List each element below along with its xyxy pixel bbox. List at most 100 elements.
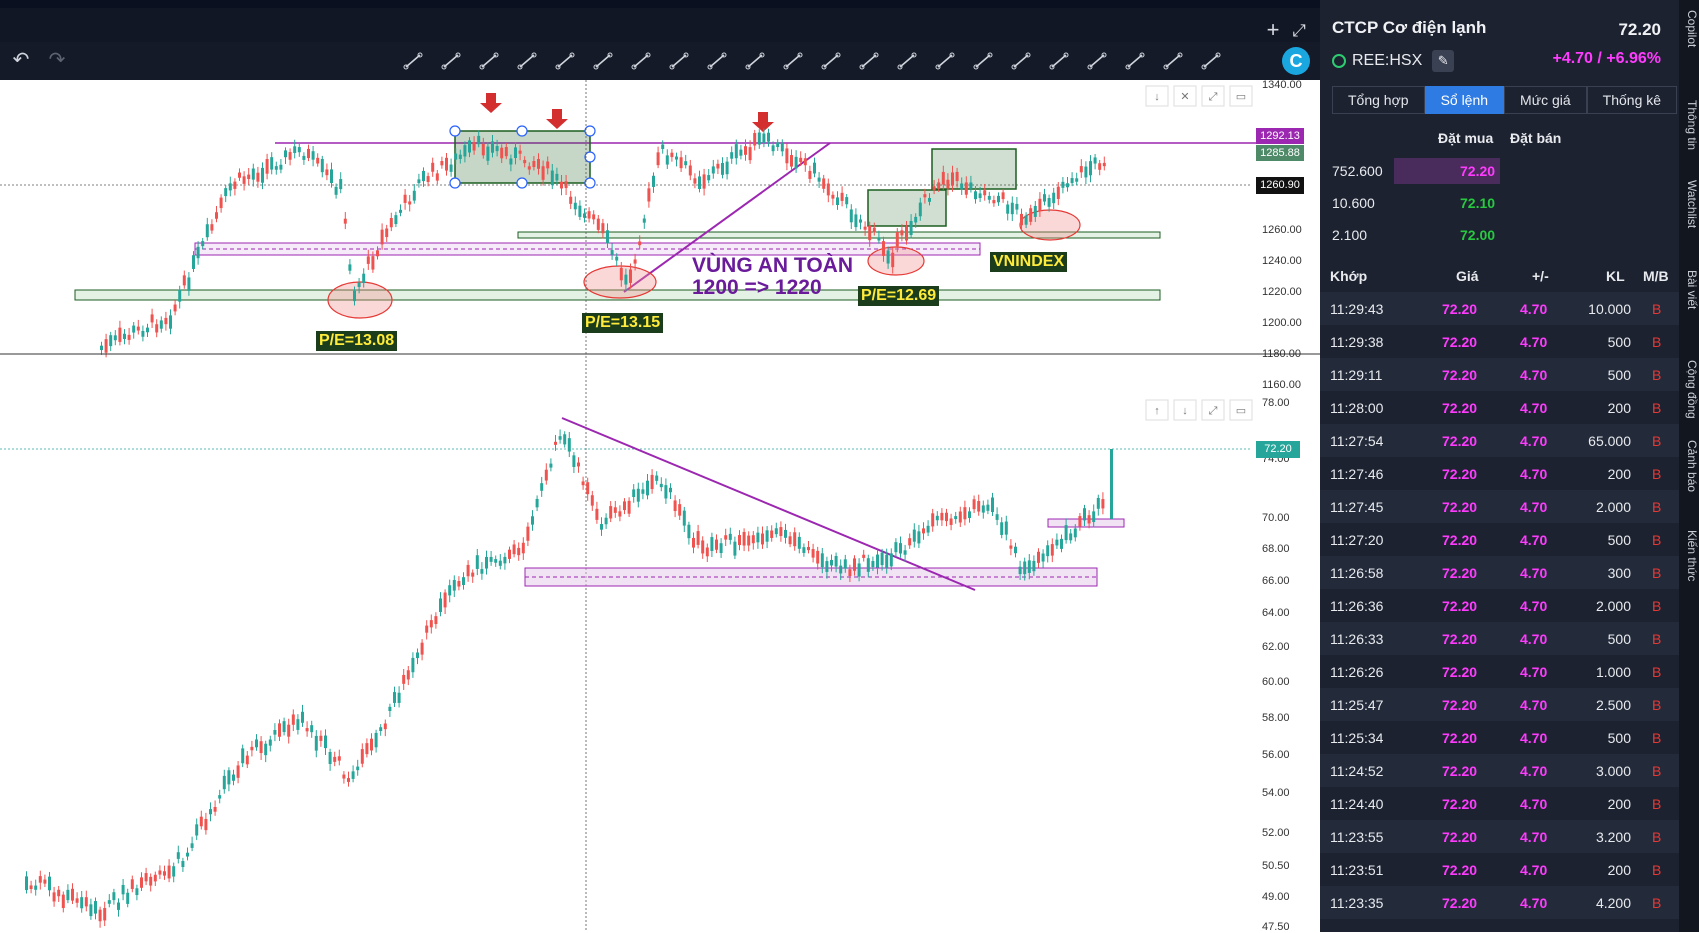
candle [480, 569, 484, 574]
arrow-icon[interactable] [850, 45, 888, 77]
tab-price-levels[interactable]: Mức giá [1504, 86, 1587, 114]
orderbook-price: 72.20 [1460, 163, 1496, 179]
arrow-down-icon[interactable] [964, 45, 1002, 77]
support-zone-1225[interactable] [517, 231, 1161, 239]
side-tab-6[interactable]: Kiến thức [1685, 530, 1699, 582]
pane-control-button[interactable]: ▭ [1229, 399, 1253, 421]
trade-row[interactable]: 11:23:51 72.20 4.70 200 B [1320, 853, 1679, 886]
trade-row[interactable]: 11:28:00 72.20 4.70 200 B [1320, 391, 1679, 424]
candle [431, 162, 435, 172]
orderbook-row[interactable]: 10.600 72.10 [1320, 187, 1679, 219]
trade-time: 11:29:11 [1330, 367, 1383, 383]
side-tab-3[interactable]: Bài viết [1685, 270, 1699, 310]
pane-controls[interactable]: ↓ ✕ ⤢ ▭ ↑ ↓ ⤢ ▭ [1145, 85, 1253, 421]
long-position-icon[interactable] [736, 45, 774, 77]
trade-row[interactable]: 11:24:40 72.20 4.70 200 B [1320, 787, 1679, 820]
consolidation-box-3[interactable] [931, 148, 1017, 190]
orderbook-row[interactable]: 2.100 72.00 [1320, 219, 1679, 251]
trade-row[interactable]: 11:26:26 72.20 4.70 1.000 B [1320, 655, 1679, 688]
pane-control-button[interactable]: ⤢ [1201, 85, 1225, 107]
price-charts[interactable]: ↓ ✕ ⤢ ▭ ↑ ↓ ⤢ ▭ [0, 80, 1320, 932]
brush-icon[interactable] [584, 45, 622, 77]
chart-area[interactable]: ↓ ✕ ⤢ ▭ ↑ ↓ ⤢ ▭ 1340.00 1260.00 1240.00 1220.00 120… [0, 79, 1320, 933]
trade-row[interactable]: 11:29:38 72.20 4.70 500 B [1320, 325, 1679, 358]
candle [693, 178, 697, 184]
side-tab-2[interactable]: Watchlist [1685, 180, 1699, 229]
downtrend-line[interactable] [561, 417, 976, 591]
trade-row[interactable]: 11:23:35 72.20 4.70 4.200 B [1320, 886, 1679, 919]
tab-orderbook[interactable]: Sổ lệnh [1424, 86, 1505, 114]
candle [434, 616, 438, 625]
pane-control-button[interactable]: ↓ [1145, 85, 1169, 107]
arrow-up-icon[interactable] [926, 45, 964, 77]
candle [857, 563, 861, 577]
ellipse-icon[interactable] [888, 45, 926, 77]
candle [730, 152, 734, 159]
trade-row[interactable]: 11:29:11 72.20 4.70 500 B [1320, 358, 1679, 391]
horizontal-line-icon[interactable] [470, 45, 508, 77]
trade-row[interactable]: 11:26:58 72.20 4.70 300 B [1320, 556, 1679, 589]
trade-row[interactable]: 11:25:47 72.20 4.70 2.500 B [1320, 688, 1679, 721]
fib-icon[interactable] [660, 45, 698, 77]
settings-lines-icon[interactable] [1116, 45, 1154, 77]
cross-line-icon[interactable] [812, 45, 850, 77]
trade-row[interactable]: 11:29:43 72.20 4.70 10.000 B [1320, 292, 1679, 325]
side-tab-1[interactable]: Thông tin [1685, 100, 1699, 151]
share-icon[interactable] [1192, 45, 1230, 77]
ray-icon[interactable] [432, 45, 470, 77]
tab-statistics[interactable]: Thống kê [1586, 86, 1678, 114]
candle [485, 556, 488, 569]
side-tab-5[interactable]: Cảnh báo [1685, 440, 1699, 493]
trade-change: 4.70 [1520, 499, 1548, 515]
trade-row[interactable]: 11:23:55 72.20 4.70 3.200 B [1320, 820, 1679, 853]
redo-button[interactable]: ↷ [48, 49, 66, 71]
candle [788, 536, 792, 545]
pane-control-button[interactable]: ✕ [1173, 85, 1197, 107]
consolidation-box[interactable] [454, 130, 591, 184]
candle [310, 725, 314, 733]
trade-row[interactable]: 11:27:20 72.20 4.70 500 B [1320, 523, 1679, 556]
svg-text:▭: ▭ [1236, 91, 1246, 103]
candle [679, 157, 683, 169]
trend-line-icon[interactable] [394, 45, 432, 77]
candle [333, 756, 337, 762]
eraser-icon[interactable] [1078, 45, 1116, 77]
app-logo-icon[interactable]: C [1282, 47, 1310, 75]
trade-row[interactable]: 11:26:33 72.20 4.70 500 B [1320, 622, 1679, 655]
candle [121, 884, 125, 895]
side-tab-4[interactable]: Cộng đồng [1685, 360, 1699, 419]
tab-overview[interactable]: Tổng hợp [1332, 86, 1425, 114]
orderbook-row[interactable]: 752.600 72.20 [1320, 155, 1679, 187]
pane-control-button[interactable]: ↑ [1145, 399, 1169, 421]
consolidation-box-2[interactable] [867, 189, 947, 227]
candle [659, 483, 663, 488]
vertical-line-icon[interactable] [774, 45, 812, 77]
upper-axis-tick: 1260.00 [1262, 224, 1302, 236]
edit-symbol-icon[interactable]: ✎ [1432, 50, 1455, 72]
path-icon[interactable] [546, 45, 584, 77]
trade-row[interactable]: 11:26:36 72.20 4.70 2.000 B [1320, 589, 1679, 622]
trade-row[interactable]: 11:27:46 72.20 4.70 200 B [1320, 457, 1679, 490]
selection-handles[interactable] [449, 125, 596, 189]
add-chart-button[interactable]: + [1266, 17, 1280, 42]
candle [311, 151, 315, 160]
gann-icon[interactable] [698, 45, 736, 77]
pane-control-button[interactable]: ▭ [1229, 85, 1253, 107]
pitchfork-icon[interactable] [622, 45, 660, 77]
trade-row[interactable]: 11:25:34 72.20 4.70 500 B [1320, 721, 1679, 754]
text-icon[interactable] [1040, 45, 1078, 77]
candle [34, 885, 38, 890]
support-zone-1180[interactable] [74, 289, 1161, 301]
trade-row[interactable]: 11:27:45 72.20 4.70 2.000 B [1320, 490, 1679, 523]
trade-row[interactable]: 11:24:52 72.20 4.70 3.000 B [1320, 754, 1679, 787]
expand-button[interactable]: ⤢ [1292, 21, 1306, 40]
pane-control-button[interactable]: ↓ [1173, 399, 1197, 421]
trade-row[interactable]: 11:27:54 72.20 4.70 65.000 B [1320, 424, 1679, 457]
side-tab-0[interactable]: Copilot [1685, 10, 1699, 48]
callout-icon[interactable] [1002, 45, 1040, 77]
candle [940, 512, 944, 521]
layers-icon[interactable] [1154, 45, 1192, 77]
pane-control-button[interactable]: ⤢ [1201, 399, 1225, 421]
rectangle-icon[interactable] [508, 45, 546, 77]
undo-button[interactable]: ↶ [12, 49, 30, 71]
